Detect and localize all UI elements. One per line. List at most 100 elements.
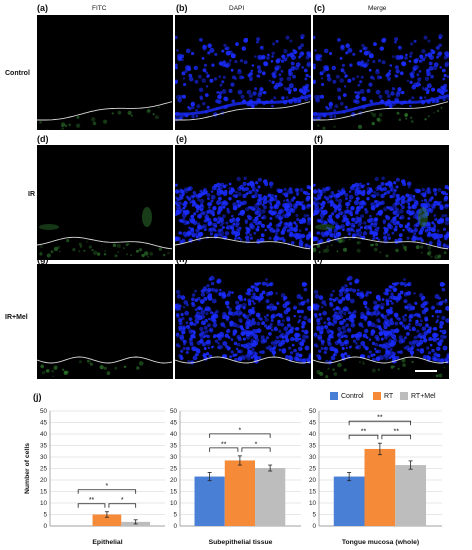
y-tick-label: 15: [40, 489, 48, 496]
y-tick-label: 0: [43, 523, 47, 530]
legend-swatch-control: [330, 392, 338, 400]
bar-rt: [92, 514, 122, 526]
bar-rt-mel: [255, 468, 286, 526]
tissue-boundary-line: [37, 236, 173, 250]
y-tick-label: 50: [309, 408, 317, 415]
micrograph-image: [313, 275, 449, 379]
y-tick-label: 45: [40, 420, 48, 427]
scale-bar: [415, 370, 437, 372]
y-tick-label: 5: [173, 512, 177, 519]
legend-label-control: Control: [341, 392, 364, 400]
y-tick-label: 5: [312, 512, 316, 519]
y-tick-label: 15: [309, 489, 317, 496]
micrograph-image: [313, 33, 449, 130]
micrograph-ir-mel-merge: [313, 264, 449, 379]
y-tick-label: 50: [40, 408, 48, 415]
panel-label-f: (f): [314, 134, 323, 144]
y-tick-label: 45: [170, 420, 178, 427]
y-tick-label: 30: [309, 454, 317, 461]
y-tick-label: 0: [173, 523, 177, 530]
significance-marker: **: [394, 429, 400, 436]
tissue-boundary-line: [313, 236, 449, 250]
significance-marker: *: [121, 497, 124, 504]
column-title-dapi: DAPI: [229, 5, 245, 12]
tissue-boundary-line: [313, 356, 449, 364]
y-tick-label: 40: [170, 431, 178, 438]
significance-bracket: [77, 489, 137, 494]
legend-swatch-rt-mel: [400, 392, 408, 400]
micrograph-ir-dapi: [175, 145, 311, 260]
panel-label-d: (d): [37, 134, 49, 144]
micrograph-control-fitc: [37, 15, 173, 130]
significance-marker: *: [106, 483, 109, 490]
bar-rt: [364, 448, 396, 526]
significance-marker: **: [89, 497, 95, 504]
y-tick-label: 20: [170, 477, 178, 484]
y-tick-label: 5: [43, 512, 47, 519]
micrograph-image: [37, 207, 173, 258]
bar-rt-mel: [395, 465, 427, 526]
significance-marker: **: [361, 429, 367, 436]
significance-marker: **: [221, 441, 227, 448]
y-tick-label: 35: [309, 443, 317, 450]
legend-label-rt-mel: RT+Mel: [411, 392, 436, 400]
micrograph-ir-fitc: [37, 145, 173, 260]
tissue-boundary-line: [313, 101, 449, 121]
y-tick-label: 25: [309, 466, 317, 473]
micrograph-image: [175, 176, 311, 250]
y-tick-label: 25: [170, 466, 178, 473]
y-tick-label: 15: [170, 489, 178, 496]
legend-item-rt: RT: [373, 392, 393, 400]
tissue-boundary-line: [175, 101, 311, 121]
row-label-control: Control: [5, 70, 30, 77]
micrograph-image: [37, 356, 173, 378]
y-tick-label: 10: [309, 500, 317, 507]
y-tick-label: 25: [40, 466, 48, 473]
bar-control: [333, 476, 365, 526]
micrograph-control-dapi: [175, 15, 311, 130]
micrograph-image: [175, 275, 311, 365]
tissue-boundary-line: [175, 236, 311, 250]
significance-bracket: [209, 447, 239, 452]
legend-label-rt: RT: [384, 392, 394, 400]
y-tick-label: 30: [40, 454, 48, 461]
y-tick-label: 40: [40, 431, 48, 438]
significance-bracket: [77, 503, 106, 508]
y-axis-label: Number of cells: [24, 443, 31, 494]
legend-item-control: Control: [330, 392, 364, 400]
column-title-fitc: FITC: [92, 5, 107, 12]
y-tick-label: 50: [170, 408, 178, 415]
y-tick-label: 0: [312, 523, 316, 530]
y-tick-label: 45: [309, 420, 317, 427]
micrograph-ir-merge: [313, 145, 449, 260]
significance-bracket: [241, 447, 271, 452]
significance-marker: **: [377, 415, 383, 422]
micrograph-ir-mel-fitc: [37, 264, 173, 379]
significance-bracket: [381, 434, 412, 440]
bar-control: [194, 476, 225, 526]
significance-marker: *: [239, 427, 242, 434]
column-title-merge: Merge: [368, 5, 387, 12]
significance-marker: *: [255, 441, 258, 448]
y-tick-label: 20: [309, 477, 317, 484]
x-axis-label: Epithelial: [92, 539, 122, 546]
y-tick-label: 35: [40, 443, 48, 450]
significance-bracket: [348, 434, 379, 440]
legend-swatch-rt: [373, 392, 381, 400]
row-label-ir: IR: [28, 191, 35, 198]
tissue-boundary-line: [37, 356, 173, 364]
micrograph-image: [37, 101, 173, 130]
micrograph-control-merge: [313, 15, 449, 130]
bar-rt: [224, 460, 256, 526]
y-tick-label: 30: [170, 454, 178, 461]
y-tick-label: 35: [170, 443, 178, 450]
panel-label-e: (e): [176, 134, 187, 144]
x-axis-label: Subepithelial tissue: [209, 539, 273, 546]
y-tick-label: 10: [40, 500, 48, 507]
y-tick-label: 10: [170, 500, 178, 507]
significance-bracket: [108, 503, 137, 508]
significance-bracket: [348, 420, 412, 426]
panel-label-a: (a): [37, 3, 48, 13]
row-label-ir-mel: IR+Mel: [5, 314, 28, 321]
